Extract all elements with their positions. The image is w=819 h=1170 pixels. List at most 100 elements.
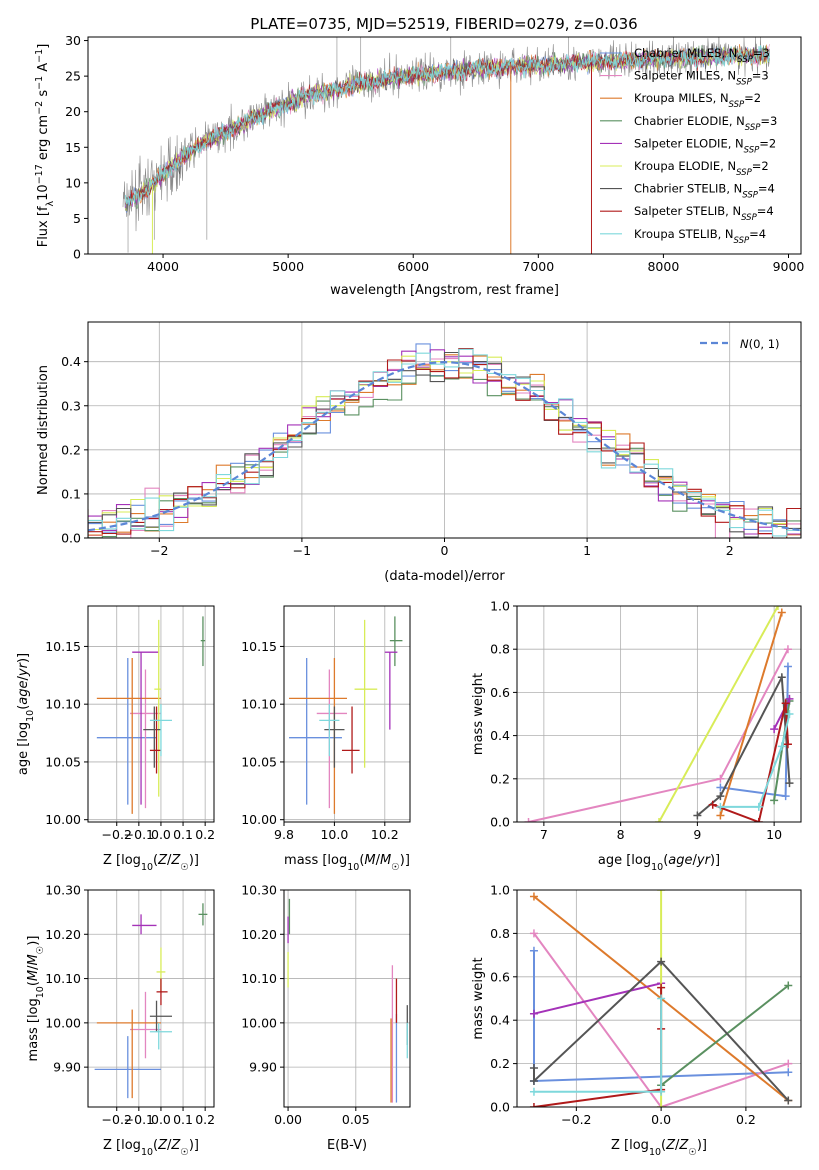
weight-marker <box>529 1076 538 1085</box>
figure-title: PLATE=0735, MJD=52519, FIBERID=0279, z=0… <box>250 15 637 33</box>
y-tick-label: 1.0 <box>490 883 510 898</box>
weight-marker <box>716 783 725 792</box>
y-tick-label: 0.4 <box>490 1013 510 1028</box>
y-tick-label: 10.00 <box>45 1015 81 1030</box>
weight-marker <box>784 1059 793 1068</box>
y-tick-label: 9.90 <box>53 1060 81 1075</box>
x-tick-label: 0 <box>441 543 449 558</box>
x-tick-label: −2 <box>150 543 168 558</box>
y-tick-label: 0.4 <box>490 728 510 743</box>
weight-marker <box>529 1103 538 1107</box>
x-tick-label: −0.2 <box>102 827 132 842</box>
weight-marker <box>785 710 794 718</box>
weight-marker <box>529 946 538 955</box>
weight-line <box>533 987 663 1107</box>
x-tick-label: 9000 <box>773 259 805 274</box>
weight-marker <box>777 608 786 617</box>
y-tick-label: 20 <box>65 104 81 119</box>
legend-entry: Kroupa STELIB, NSSP=4 <box>634 227 766 246</box>
x-axis-label: Z [log10(Z/Z☉)] <box>103 1138 199 1158</box>
plot-marks <box>122 37 770 254</box>
y-tick-label: 10.05 <box>241 754 277 769</box>
x-tick-label: 10.0 <box>320 827 348 842</box>
y-tick-label: 10.00 <box>45 812 81 827</box>
legend-entry: Kroupa ELODIE, NSSP=2 <box>634 159 769 178</box>
weight-marker <box>783 645 792 654</box>
age-vs-metallicity-panel: −0.2−0.10.0 0.1 0.2 10.00 10.05 10.10 10.15 Z [… <box>16 605 215 873</box>
x-tick-label: 0.1 <box>173 827 193 842</box>
legend-entry: Salpeter MILES, NSSP=3 <box>634 69 769 88</box>
weight-line <box>533 982 662 1015</box>
y-tick-label: 10.10 <box>45 971 81 986</box>
legend: Chabrier MILES, NSSP=3 Salpeter MILES, NS… <box>600 46 777 246</box>
weight-vs-metallicity-panel: −0.2 0.0 0.2 0.0 0.2 0.4 0.6 0.8 1.0 Z [log10(Z/Z… <box>471 883 802 1158</box>
plot-marks <box>289 616 403 814</box>
weight-marker <box>524 818 533 822</box>
age-vs-mass-panel: 9.8 10.0 10.2 10.00 10.05 10.10 10.15 mass [log… <box>241 605 411 873</box>
x-tick-label: 9.8 <box>274 827 294 842</box>
x-tick-label: 4000 <box>147 259 179 274</box>
weight-marker <box>529 892 538 901</box>
y-tick-label: 10 <box>65 175 81 190</box>
weight-marker <box>754 802 763 811</box>
weight-marker <box>716 792 725 801</box>
legend-entry: Chabrier ELODIE, NSSP=3 <box>634 114 777 133</box>
weight-marker <box>785 694 794 703</box>
x-tick-label: −0.2 <box>102 1112 132 1127</box>
y-axis-label: Normed distribution <box>36 365 51 495</box>
y-tick-label: 10.15 <box>241 639 277 654</box>
y-axis-label: mass weight <box>471 957 486 1039</box>
weight-marker <box>529 1087 538 1096</box>
weight-marker <box>777 742 786 751</box>
axes-decor: 9.8 10.0 10.2 10.00 10.05 10.10 10.15 mass [log… <box>241 605 411 873</box>
y-axis-label: Flux [fλ10−17 erg cm−2 s−1 A−1] <box>34 44 56 248</box>
y-tick-label: 0.0 <box>490 815 510 830</box>
x-tick-label: 8 <box>617 827 625 842</box>
axes-decor: 0.00 0.05 9.90 10.00 10.10 10.20 10.30 E(B-V) <box>241 883 411 1153</box>
spectrum-panel: 4000 5000 6000 7000 8000 9000 0 5 10 15 20 25 30 wave… <box>34 33 805 298</box>
legend-entry: Chabrier MILES, NSSP=3 <box>634 46 770 65</box>
y-tick-label: 10.30 <box>45 883 81 898</box>
axes-decor: −0.2−0.10.0 0.1 0.2 9.90 10.00 10.10 10.20 10.3… <box>26 883 215 1158</box>
y-tick-label: 10.20 <box>241 927 277 942</box>
x-tick-label: 9 <box>693 827 701 842</box>
legend-entry: N(0, 1) <box>740 337 780 351</box>
y-tick-label: 10.10 <box>241 697 277 712</box>
y-tick-label: 10.00 <box>241 812 277 827</box>
x-tick-label: 7000 <box>522 259 554 274</box>
y-tick-label: 0.6 <box>490 969 510 984</box>
axes-decor: 4000 5000 6000 7000 8000 9000 0 5 10 15 20 25 30 wave… <box>34 33 805 298</box>
legend-entry: Kroupa MILES, NSSP=2 <box>634 91 761 110</box>
x-tick-label: 1 <box>583 543 591 558</box>
legend-entry: Salpeter ELODIE, NSSP=2 <box>634 136 776 155</box>
weight-marker <box>770 796 779 805</box>
y-tick-label: 9.90 <box>249 1060 277 1075</box>
y-tick-label: 10.05 <box>45 754 81 769</box>
axes-decor: −0.2 0.0 0.2 0.0 0.2 0.4 0.6 0.8 1.0 Z [log10(Z/Z… <box>471 883 802 1158</box>
x-axis-label: Z [log10(Z/Z☉)] <box>103 853 199 873</box>
legend-entry: Chabrier STELIB, NSSP=4 <box>634 182 775 201</box>
y-axis-label: mass [log10(M/M☉)] <box>26 936 46 1062</box>
y-tick-label: 0.8 <box>490 642 510 657</box>
weight-marker <box>655 818 663 822</box>
x-tick-label: −0.1 <box>124 827 154 842</box>
weight-marker <box>657 890 666 894</box>
normal-curve <box>88 360 801 532</box>
x-tick-label: 7 <box>540 827 548 842</box>
weight-vs-age-panel: 7 8 9 10 0.0 0.2 0.4 0.6 0.8 1.0 age [log10(age/yr… <box>471 599 802 873</box>
x-axis-label: Z [log10(Z/Z☉)] <box>611 1138 707 1158</box>
weight-line <box>660 984 789 1087</box>
weight-marker <box>708 800 717 809</box>
y-tick-label: 0.3 <box>61 398 81 413</box>
x-axis-label: mass [log10(M/M☉)] <box>284 853 410 873</box>
x-tick-label: 10.2 <box>371 827 399 842</box>
weight-line <box>658 606 779 822</box>
weight-marker <box>716 802 725 811</box>
x-axis-label: (data-model)/error <box>384 569 505 584</box>
weight-marker <box>716 811 725 820</box>
weight-line <box>720 713 791 808</box>
weight-marker <box>693 811 702 820</box>
residual-histogram <box>88 348 801 537</box>
weight-marker <box>784 1096 793 1105</box>
y-tick-label: 0.2 <box>61 442 81 457</box>
